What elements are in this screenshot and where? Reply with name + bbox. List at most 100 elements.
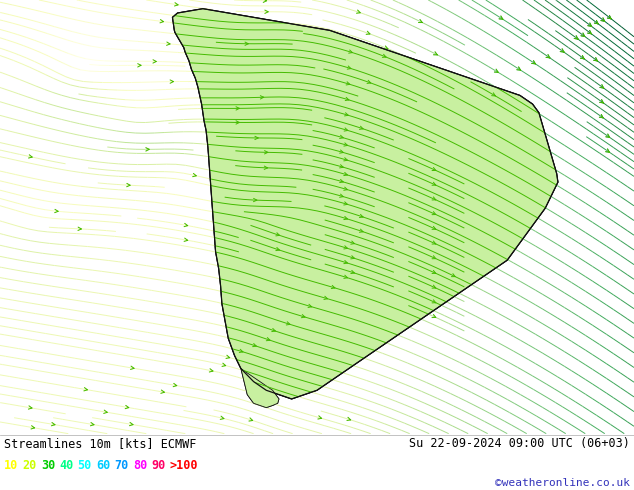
FancyArrowPatch shape	[580, 55, 585, 59]
FancyArrowPatch shape	[432, 241, 436, 244]
FancyArrowPatch shape	[605, 149, 609, 152]
FancyArrowPatch shape	[167, 42, 170, 46]
FancyArrowPatch shape	[546, 54, 550, 58]
Text: ©weatheronline.co.uk: ©weatheronline.co.uk	[495, 478, 630, 488]
FancyArrowPatch shape	[351, 270, 354, 273]
FancyArrowPatch shape	[226, 355, 230, 359]
FancyArrowPatch shape	[249, 418, 253, 421]
FancyArrowPatch shape	[600, 85, 604, 88]
FancyArrowPatch shape	[131, 366, 134, 369]
FancyArrowPatch shape	[347, 66, 351, 69]
FancyArrowPatch shape	[600, 85, 604, 88]
FancyArrowPatch shape	[495, 69, 498, 73]
FancyArrowPatch shape	[344, 113, 348, 116]
FancyArrowPatch shape	[29, 406, 32, 409]
FancyArrowPatch shape	[340, 150, 343, 153]
FancyArrowPatch shape	[161, 390, 164, 393]
FancyArrowPatch shape	[366, 31, 370, 34]
Text: >100: >100	[170, 459, 198, 472]
Polygon shape	[241, 368, 279, 408]
FancyArrowPatch shape	[346, 82, 350, 85]
FancyArrowPatch shape	[340, 165, 343, 168]
FancyArrowPatch shape	[29, 155, 32, 158]
FancyArrowPatch shape	[588, 23, 592, 26]
FancyArrowPatch shape	[344, 217, 347, 220]
FancyArrowPatch shape	[344, 202, 347, 205]
FancyArrowPatch shape	[308, 304, 312, 307]
FancyArrowPatch shape	[599, 115, 603, 118]
FancyArrowPatch shape	[359, 215, 363, 218]
FancyArrowPatch shape	[318, 416, 321, 419]
FancyArrowPatch shape	[193, 173, 197, 177]
Text: 40: 40	[59, 459, 74, 472]
FancyArrowPatch shape	[605, 149, 609, 152]
FancyArrowPatch shape	[432, 300, 436, 303]
FancyArrowPatch shape	[432, 285, 436, 288]
FancyArrowPatch shape	[301, 315, 305, 318]
FancyArrowPatch shape	[276, 233, 280, 236]
FancyArrowPatch shape	[261, 96, 264, 99]
FancyArrowPatch shape	[432, 168, 436, 171]
FancyArrowPatch shape	[418, 20, 422, 23]
FancyArrowPatch shape	[344, 172, 347, 175]
FancyArrowPatch shape	[344, 275, 347, 278]
FancyArrowPatch shape	[264, 166, 268, 170]
FancyArrowPatch shape	[359, 126, 363, 129]
FancyArrowPatch shape	[451, 273, 455, 277]
FancyArrowPatch shape	[359, 229, 363, 232]
Text: 80: 80	[133, 459, 147, 472]
FancyArrowPatch shape	[432, 212, 436, 215]
FancyArrowPatch shape	[491, 93, 495, 96]
FancyArrowPatch shape	[29, 406, 32, 409]
FancyArrowPatch shape	[593, 58, 598, 61]
FancyArrowPatch shape	[276, 247, 280, 251]
FancyArrowPatch shape	[301, 315, 305, 318]
FancyArrowPatch shape	[581, 33, 585, 37]
FancyArrowPatch shape	[382, 54, 386, 57]
FancyArrowPatch shape	[418, 20, 422, 23]
FancyArrowPatch shape	[340, 150, 343, 153]
FancyArrowPatch shape	[174, 2, 178, 6]
FancyArrowPatch shape	[344, 158, 347, 161]
FancyArrowPatch shape	[91, 422, 94, 426]
FancyArrowPatch shape	[432, 168, 436, 171]
FancyArrowPatch shape	[432, 182, 436, 185]
FancyArrowPatch shape	[580, 55, 585, 59]
FancyArrowPatch shape	[367, 80, 371, 83]
Text: 90: 90	[151, 459, 165, 472]
FancyArrowPatch shape	[222, 363, 226, 367]
FancyArrowPatch shape	[432, 270, 436, 273]
FancyArrowPatch shape	[432, 182, 436, 185]
Text: 10: 10	[4, 459, 18, 472]
FancyArrowPatch shape	[276, 247, 280, 251]
FancyArrowPatch shape	[432, 285, 436, 288]
FancyArrowPatch shape	[193, 173, 197, 177]
FancyArrowPatch shape	[588, 30, 592, 34]
FancyArrowPatch shape	[173, 383, 177, 387]
FancyArrowPatch shape	[252, 343, 256, 346]
FancyArrowPatch shape	[593, 58, 598, 61]
FancyArrowPatch shape	[104, 410, 107, 414]
FancyArrowPatch shape	[236, 121, 240, 124]
FancyArrowPatch shape	[324, 296, 328, 299]
FancyArrowPatch shape	[264, 150, 268, 154]
FancyArrowPatch shape	[344, 202, 347, 205]
FancyArrowPatch shape	[491, 93, 495, 96]
Text: 50: 50	[77, 459, 92, 472]
FancyArrowPatch shape	[344, 246, 347, 249]
FancyArrowPatch shape	[209, 369, 213, 372]
FancyArrowPatch shape	[588, 30, 592, 34]
FancyArrowPatch shape	[266, 338, 270, 341]
FancyArrowPatch shape	[254, 198, 257, 202]
FancyArrowPatch shape	[384, 46, 388, 49]
FancyArrowPatch shape	[91, 422, 94, 426]
FancyArrowPatch shape	[340, 179, 343, 183]
FancyArrowPatch shape	[607, 15, 611, 19]
FancyArrowPatch shape	[345, 98, 349, 100]
FancyArrowPatch shape	[495, 69, 498, 73]
FancyArrowPatch shape	[127, 183, 130, 187]
FancyArrowPatch shape	[340, 179, 343, 183]
FancyArrowPatch shape	[345, 98, 349, 100]
FancyArrowPatch shape	[236, 121, 240, 124]
Text: Su 22-09-2024 09:00 UTC (06+03): Su 22-09-2024 09:00 UTC (06+03)	[409, 437, 630, 450]
